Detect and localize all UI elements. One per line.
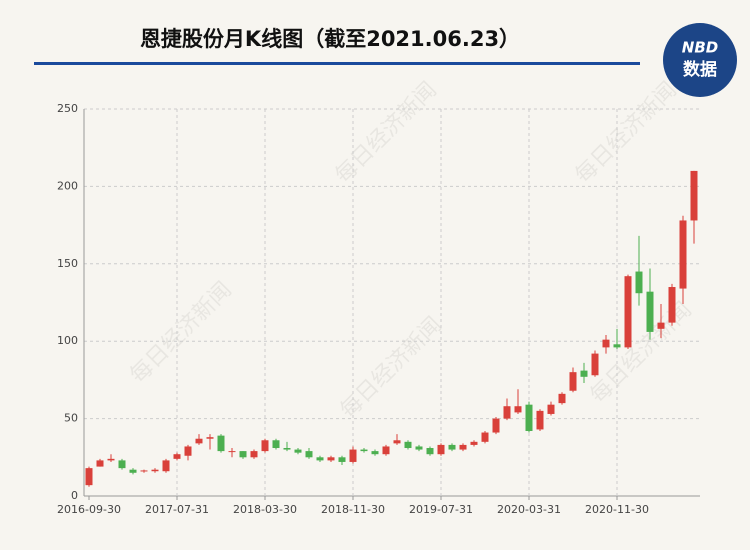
candle-body — [360, 449, 368, 452]
candle-body — [151, 469, 159, 472]
x-tick-label: 2018-03-30 — [233, 503, 297, 516]
candle-body — [250, 451, 258, 458]
chart-title: 恩捷股份月K线图（截至2021.06.23） — [140, 27, 520, 51]
candle-body — [558, 393, 566, 404]
candle-body — [393, 440, 401, 444]
candle-body — [206, 437, 214, 439]
watermarks: 每日经济新闻 每日经济新闻 每日经济新闻 每日经济新闻 每日经济新闻 — [126, 77, 697, 423]
candle-body — [415, 446, 423, 450]
candle-body — [481, 432, 489, 442]
x-tick-label: 2016-09-30 — [57, 503, 121, 516]
candle-body — [668, 287, 676, 323]
y-tick-label: 250 — [57, 102, 78, 115]
candle-body — [140, 470, 148, 472]
candle-body — [503, 406, 511, 419]
candle-body — [635, 271, 643, 294]
x-tick-label: 2019-07-31 — [409, 503, 473, 516]
watermark: 每日经济新闻 — [336, 312, 447, 423]
candle-body — [305, 451, 313, 458]
title-rule — [34, 62, 640, 65]
candle-body — [239, 451, 247, 458]
candle-body — [338, 457, 346, 462]
candle-body — [569, 372, 577, 391]
y-tick-label: 50 — [64, 412, 78, 425]
y-tick-label: 100 — [57, 334, 78, 347]
candle-body — [217, 435, 225, 452]
candle-body — [525, 404, 533, 431]
candle-body — [283, 448, 291, 450]
candle-body — [404, 441, 412, 449]
x-tick-label: 2017-07-31 — [145, 503, 209, 516]
logo-brand: NBD — [682, 39, 718, 57]
candle-body — [96, 460, 104, 467]
watermark: 每日经济新闻 — [331, 77, 442, 188]
watermark: 每日经济新闻 — [586, 297, 697, 408]
candle-body — [646, 291, 654, 332]
candle-body — [371, 451, 379, 455]
y-tick-label: 0 — [71, 489, 78, 502]
candle-body — [679, 220, 687, 289]
logo-text: 数据 — [683, 59, 717, 80]
candle-body — [690, 170, 698, 221]
candle-body — [173, 454, 181, 459]
candle-body — [129, 469, 137, 473]
candle-body — [624, 276, 632, 348]
candle-body — [382, 446, 390, 455]
candle-body — [162, 460, 170, 472]
candle-body — [327, 457, 335, 461]
candle-body — [470, 441, 478, 445]
candle-body — [448, 444, 456, 450]
candle-body — [437, 444, 445, 455]
x-tick-label: 2018-11-30 — [321, 503, 385, 516]
y-tick-label: 150 — [57, 257, 78, 270]
x-tick-label: 2020-11-30 — [585, 503, 649, 516]
logo-circle — [663, 23, 737, 97]
candle-body — [426, 448, 434, 455]
candle-body — [228, 451, 236, 453]
candle-body — [294, 449, 302, 453]
candle-body — [492, 418, 500, 433]
candle-body — [261, 440, 269, 452]
watermark: 每日经济新闻 — [126, 277, 237, 388]
candle-body — [591, 353, 599, 376]
candle-body — [107, 458, 115, 461]
candle-body — [349, 449, 357, 462]
candle-body — [536, 410, 544, 430]
candle-body — [580, 370, 588, 377]
candle-body — [547, 404, 555, 414]
candle-body — [85, 468, 93, 486]
candle-body — [514, 406, 522, 413]
candle-body — [657, 322, 665, 329]
candle-body — [118, 460, 126, 469]
candle-body — [195, 438, 203, 444]
x-tick-label: 2020-03-31 — [497, 503, 561, 516]
candle-body — [613, 344, 621, 348]
candle-body — [459, 444, 467, 450]
candle-body — [184, 446, 192, 456]
candle-body — [272, 440, 280, 449]
candle-body — [602, 339, 610, 348]
watermark: 每日经济新闻 — [571, 77, 682, 188]
candle-body — [316, 457, 324, 461]
y-tick-label: 200 — [57, 179, 78, 192]
